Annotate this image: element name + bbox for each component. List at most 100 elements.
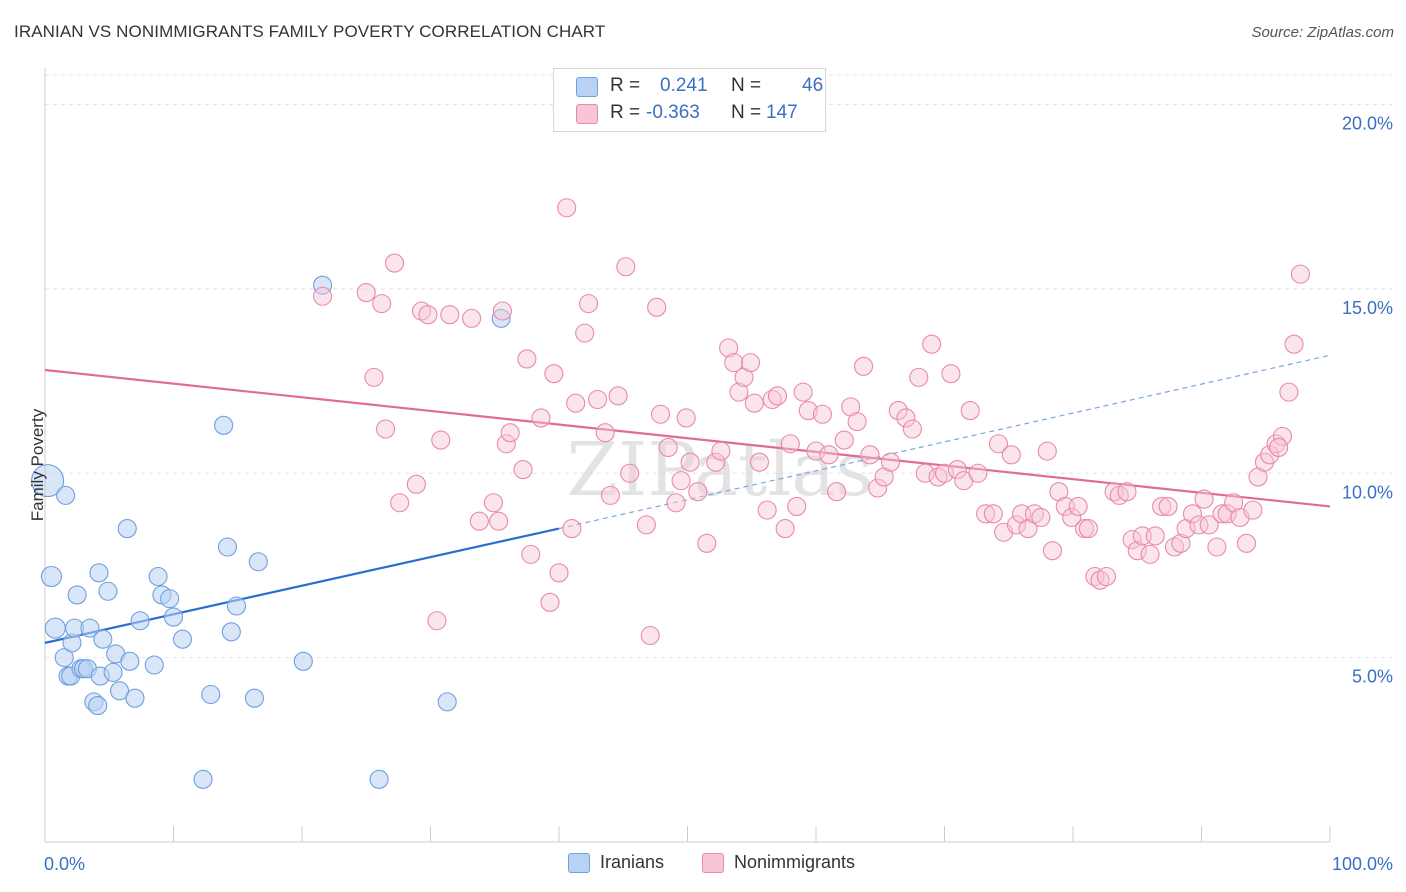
iranians-point [248, 552, 268, 572]
nonimmigrants-point [620, 463, 640, 483]
nonimmigrants-point [1266, 434, 1286, 454]
nonimmigrants-point [819, 445, 839, 465]
nonimmigrants-point [798, 401, 818, 421]
nonimmigrants-point [860, 445, 880, 465]
axes [44, 68, 1331, 843]
nonimmigrants-point [775, 519, 795, 539]
iranians-point [437, 692, 457, 712]
legend-n-value: 46 [802, 75, 824, 96]
iranians-point [93, 629, 113, 649]
nonimmigrants-point [1158, 496, 1178, 516]
nonimmigrants-point [888, 401, 908, 421]
nonimmigrants-point [740, 353, 761, 373]
legend-r-value: 0.241 [660, 75, 708, 96]
legend-n-label: N = [731, 75, 762, 96]
nonimmigrants-point [647, 297, 667, 317]
nonimmigrants-point [500, 423, 520, 443]
nonimmigrants-point [947, 460, 967, 480]
nonimmigrants-point [834, 430, 854, 450]
nonimmigrants-point [557, 198, 577, 218]
nonimmigrants-point [640, 625, 660, 646]
nonimmigrants-point [587, 389, 608, 410]
nonimmigrants-point [915, 463, 935, 483]
nonimmigrants-point [688, 482, 708, 502]
nonimmigrants-point [1140, 544, 1160, 564]
nonimmigrants-point [313, 286, 333, 306]
nonimmigrants-point [1117, 482, 1137, 502]
iranians-trend-extension [558, 354, 1331, 530]
nonimmigrants-point [1290, 264, 1310, 284]
nonimmigrants-point [976, 504, 996, 524]
iranians-point [221, 622, 241, 642]
nonimmigrants-point [719, 338, 739, 358]
nonimmigrants-point [960, 401, 980, 421]
nonimmigrants-point [1037, 441, 1057, 461]
nonimmigrants-point [513, 460, 533, 480]
nonimmigrants-point [1269, 437, 1289, 457]
nonimmigrants-point [372, 294, 392, 314]
chart-source: Source: ZipAtlas.com [1251, 24, 1394, 41]
nonimmigrants-point [364, 367, 384, 387]
iranians-point [226, 596, 247, 616]
nonimmigrants-point [697, 533, 717, 553]
nonimmigrants-point [469, 511, 489, 531]
nonimmigrants-point [462, 308, 482, 328]
nonimmigrants-point [666, 493, 686, 513]
nonimmigrants-point [431, 430, 451, 450]
iranians-point [148, 566, 168, 587]
nonimmigrants-point [806, 441, 826, 461]
nonimmigrants-point [868, 478, 888, 498]
nonimmigrants-point [384, 253, 405, 273]
nonimmigrants-point [1006, 515, 1027, 535]
iranians-point [193, 769, 213, 789]
nonimmigrants-point [1001, 445, 1021, 465]
nonimmigrants-point [616, 257, 636, 277]
y-axis-label: Family Poverty [28, 408, 47, 522]
iranians-point [80, 618, 100, 638]
nonimmigrants-point [496, 434, 516, 454]
nonimmigrants-point [1207, 537, 1227, 557]
nonimmigrants-point [549, 563, 569, 583]
iranians-point [244, 688, 265, 708]
nonimmigrants-point [650, 404, 671, 424]
nonimmigrants-point [706, 452, 726, 472]
nonimmigrants-point [1068, 496, 1088, 516]
nonimmigrants-point [762, 389, 782, 410]
iranians-point [120, 651, 140, 671]
nonimmigrants-point [749, 452, 770, 472]
legend-r-label: R = [610, 75, 641, 96]
series-label-iranians: Iranians [600, 852, 665, 872]
iranians-point [103, 662, 123, 682]
y-tick-label: 10.0% [1342, 482, 1393, 502]
tick-labels: 5.0% 10.0% 15.0% 20.0% 0.0% 100.0% [44, 114, 1393, 875]
nonimmigrants-point [847, 412, 867, 432]
nonimmigrants-point [566, 393, 586, 413]
legend-r-label: R = [610, 102, 641, 123]
series-label-nonimmigrants: Nonimmigrants [734, 852, 856, 872]
nonimmigrants-point [1152, 496, 1172, 516]
nonimmigrants-point [1096, 566, 1116, 587]
nonimmigrants-point [896, 408, 916, 428]
iranians-point [98, 581, 118, 601]
legend-r-value: -0.363 [646, 102, 700, 123]
nonimmigrants-point [562, 519, 582, 539]
iranians-point [130, 611, 150, 631]
nonimmigrants-point [1182, 504, 1203, 524]
nonimmigrants-point [440, 305, 460, 325]
nonimmigrants-point [880, 452, 901, 472]
nonimmigrants-point [492, 301, 513, 321]
iranians-point [56, 485, 76, 505]
nonimmigrants-point [827, 482, 847, 502]
iranians-point [117, 519, 137, 539]
iranians-point [217, 537, 238, 557]
trend-lines [44, 354, 1331, 644]
iranians-point [160, 589, 180, 609]
nonimmigrants-point [941, 364, 961, 384]
iranians-point [54, 648, 74, 668]
nonimmigrants-point [658, 437, 678, 457]
nonimmigrants-point [544, 364, 564, 384]
nonimmigrants-point [812, 404, 832, 424]
nonimmigrants-point [575, 323, 595, 343]
nonimmigrants-point [1024, 504, 1044, 524]
correlation-legend: R = 0.241 N = 46 R = -0.363 N = 147 [553, 68, 826, 132]
